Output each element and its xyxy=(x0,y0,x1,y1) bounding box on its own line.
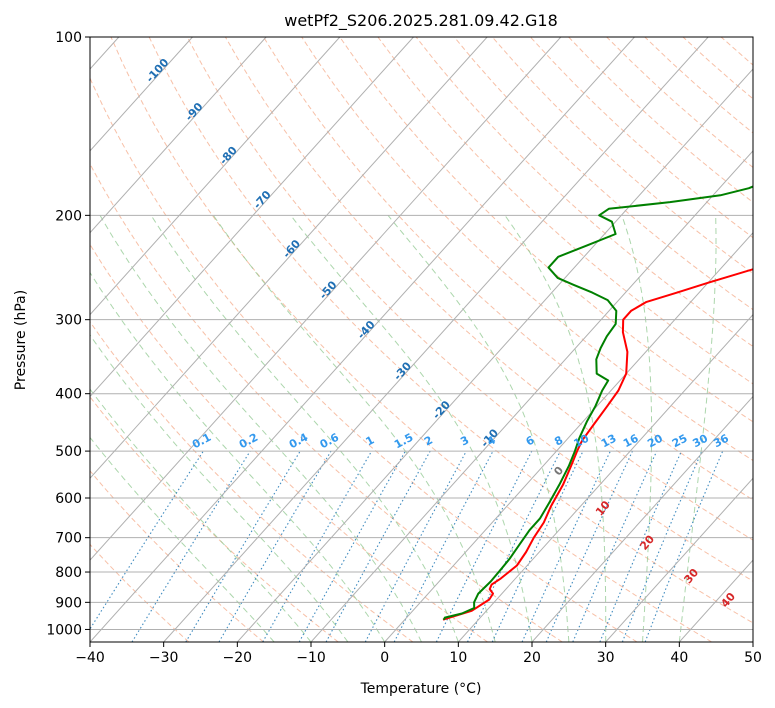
isotherm-line xyxy=(90,37,267,234)
dry-adiabat xyxy=(90,162,563,642)
mixing-ratio-line xyxy=(298,450,406,642)
moist-adiabat xyxy=(290,214,533,642)
x-tick-label: 30 xyxy=(597,650,615,666)
isotherm-line xyxy=(90,37,341,316)
x-tick-label: −10 xyxy=(296,650,326,666)
moist-adiabat xyxy=(621,215,653,642)
y-tick-label: 800 xyxy=(55,565,82,581)
y-tick-label: 100 xyxy=(55,30,82,46)
isotherm-line xyxy=(310,150,753,642)
moist-adiabat xyxy=(150,215,459,642)
dry-adiabat xyxy=(90,243,488,642)
mixing-ratio-line xyxy=(621,450,703,642)
mixing-ratio-label: 16 xyxy=(621,432,641,451)
moist-adiabat xyxy=(90,334,349,642)
isotherm-line xyxy=(531,395,753,642)
isotherm-line xyxy=(236,68,753,642)
x-tick-label: −40 xyxy=(75,650,105,666)
y-tick-label: 200 xyxy=(55,208,82,224)
mixing-ratio-line xyxy=(572,450,658,642)
isotherm-line xyxy=(90,37,635,642)
mixing-ratio-line xyxy=(325,450,431,642)
dry-adiabat xyxy=(90,470,264,642)
mixing-ratio-line xyxy=(435,450,533,642)
x-tick-label: 10 xyxy=(449,650,467,666)
isotherm-line xyxy=(90,37,414,398)
chart-title: wetPf2_S206.2025.281.09.42.G18 xyxy=(284,11,558,31)
mixing-ratio-label: 25 xyxy=(670,432,690,451)
isotherm-line xyxy=(605,477,753,642)
dry-adiabat xyxy=(263,37,753,501)
dry-adiabat xyxy=(186,37,753,582)
mixing-ratio-line xyxy=(644,450,724,642)
mixing-ratio-line xyxy=(599,450,682,642)
x-tick-label: 50 xyxy=(744,650,762,666)
moist-adiabat xyxy=(387,214,570,642)
isotherm-line xyxy=(90,37,193,152)
y-axis: 100 200 300 400 500 600 700 800 900 1000 xyxy=(46,30,90,638)
isotherm-line xyxy=(90,37,562,561)
x-tick-label: 20 xyxy=(523,650,541,666)
dewpoint-profile-line xyxy=(442,185,753,621)
mixing-ratio-label: 20 xyxy=(645,432,665,451)
isotherm-line xyxy=(90,37,488,480)
mixing-ratio-line xyxy=(364,450,467,642)
y-tick-label: 400 xyxy=(55,387,82,403)
x-axis: −40 −30 −20 −10 0 10 20 30 40 50 xyxy=(75,642,762,666)
mixing-ratio-label: 10 xyxy=(572,432,592,451)
y-tick-label: 500 xyxy=(55,444,82,460)
mixing-ratio-label: 13 xyxy=(599,432,619,451)
y-axis-title: Pressure (hPa) xyxy=(13,290,29,390)
x-tick-label: −20 xyxy=(223,650,253,666)
mixing-ratio-label: 36 xyxy=(711,432,731,451)
moist-adiabat xyxy=(212,215,496,642)
y-tick-label: 700 xyxy=(55,531,82,547)
temperature-profile-line xyxy=(442,268,753,621)
mixing-ratio-line xyxy=(545,450,633,642)
y-tick-label: 300 xyxy=(55,313,82,329)
plot-frame xyxy=(89,36,754,643)
dry-adiabat xyxy=(110,37,712,642)
background-lines xyxy=(90,37,775,642)
grid-lines xyxy=(90,37,753,642)
mixing-ratio-label: 30 xyxy=(690,431,710,450)
isotherm-line xyxy=(457,313,753,642)
mixing-ratio-line xyxy=(90,450,204,630)
moist-adiabat xyxy=(678,215,717,642)
dry-adiabat xyxy=(759,37,775,642)
x-tick-label: −30 xyxy=(149,650,179,666)
profile-series xyxy=(442,185,753,621)
moist-adiabat xyxy=(90,436,275,642)
dry-adiabat xyxy=(148,37,753,624)
moist-adiabat xyxy=(90,271,386,642)
moist-adiabat xyxy=(504,215,607,642)
moist-adiabat xyxy=(99,215,422,642)
y-tick-label: 900 xyxy=(55,595,82,611)
isotherm-line xyxy=(384,231,753,642)
x-tick-label: 0 xyxy=(380,650,389,666)
x-tick-label: 40 xyxy=(670,650,688,666)
isotherm-line xyxy=(752,641,753,642)
dry-adiabat xyxy=(224,37,753,541)
dry-adiabat xyxy=(377,37,753,385)
y-tick-label: 600 xyxy=(55,491,82,507)
dry-adiabat xyxy=(90,76,638,642)
y-tick-label: 1000 xyxy=(46,622,82,638)
isotherm-line xyxy=(163,37,709,642)
x-axis-title: Temperature (°C) xyxy=(360,681,482,697)
